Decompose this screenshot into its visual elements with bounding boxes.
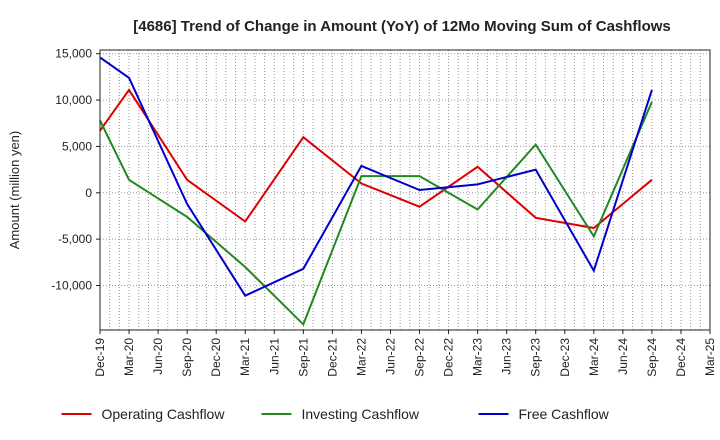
legend: Operating Cashflow Investing Cashflow Free…: [61, 406, 610, 422]
x-tick-label: Sep-20: [180, 338, 194, 377]
series-line-investing-cashflow: [99, 101, 653, 327]
x-tick-label: Jun-22: [383, 338, 397, 375]
x-tick-label: Dec-19: [93, 338, 107, 377]
y-axis-ticks: 15,000 10,000 5,000 0 -5,000 -10,000: [51, 47, 100, 292]
series-line-operating-cashflow: [99, 88, 653, 230]
x-tick-label: Dec-21: [325, 338, 339, 377]
legend-label-operating-cashflow: Operating Cashflow: [102, 406, 226, 422]
y-tick-label: 5,000: [62, 139, 92, 153]
x-tick-label: Mar-21: [238, 338, 252, 376]
x-tick-label: Jun-23: [500, 338, 514, 375]
x-tick-label: Jun-20: [151, 338, 165, 375]
y-tick-label: 0: [85, 186, 92, 200]
x-tick-label: Dec-22: [442, 338, 456, 377]
x-tick-label: Mar-24: [587, 338, 601, 376]
y-tick-label: -5,000: [58, 232, 92, 246]
x-tick-label: Sep-23: [529, 338, 543, 377]
legend-label-investing-cashflow: Investing Cashflow: [302, 406, 420, 422]
x-axis-ticks: Dec-19 Mar-20 Jun-20 Sep-20 Dec-20 Mar-21 Jun-…: [93, 330, 717, 377]
plot-area: [100, 50, 710, 330]
x-tick-label: Dec-23: [558, 338, 572, 377]
x-tick-label: Mar-25: [703, 338, 717, 376]
y-tick-label: -10,000: [51, 278, 92, 292]
x-tick-label: Sep-22: [413, 338, 427, 377]
x-tick-label: Mar-22: [354, 338, 368, 376]
series-line-free-cashflow: [99, 56, 653, 297]
x-tick-label: Dec-24: [674, 338, 688, 377]
legend-label-free-cashflow: Free Cashflow: [519, 406, 610, 422]
plot-frame: [99, 49, 711, 331]
x-tick-label: Sep-24: [645, 338, 659, 377]
y-tick-label: 10,000: [55, 93, 92, 107]
chart-title: [4686] Trend of Change in Amount (YoY) o…: [133, 18, 671, 35]
x-tick-label: Jun-21: [267, 338, 281, 375]
x-tick-label: Sep-21: [296, 338, 310, 377]
x-tick-label: Jun-24: [616, 338, 630, 375]
x-tick-label: Dec-20: [209, 338, 223, 377]
y-axis-label: Amount (million yen): [7, 131, 22, 250]
y-tick-label: 15,000: [55, 47, 92, 61]
series-lines: [99, 56, 653, 327]
x-tick-label: Mar-20: [122, 338, 136, 376]
x-tick-label: Mar-23: [471, 338, 485, 376]
